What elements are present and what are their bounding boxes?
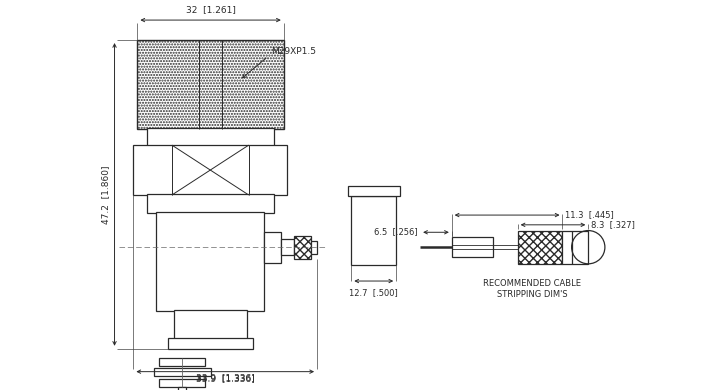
Text: 47.2  [1.860]: 47.2 [1.860]: [101, 165, 110, 224]
Bar: [294, 236, 311, 259]
Text: RECOMMENDED CABLE: RECOMMENDED CABLE: [483, 279, 581, 288]
Bar: [153, 368, 211, 376]
Text: STRIPPING DIM'S: STRIPPING DIM'S: [497, 290, 567, 299]
Bar: [168, 339, 253, 349]
Bar: [147, 194, 274, 213]
Bar: [174, 310, 247, 340]
Text: 33.9  [1.336]: 33.9 [1.336]: [196, 374, 255, 383]
Bar: [178, 386, 186, 390]
Text: 6.5  [.256]: 6.5 [.256]: [374, 227, 418, 236]
Bar: [562, 230, 588, 264]
Text: 32  [1.261]: 32 [1.261]: [186, 5, 235, 14]
Text: 11.3  [.445]: 11.3 [.445]: [564, 211, 613, 220]
Text: 8.3  [.327]: 8.3 [.327]: [590, 220, 634, 229]
Text: 33.9  [1.336]: 33.9 [1.336]: [196, 373, 255, 382]
Bar: [451, 238, 493, 257]
Text: 12.7  [.500]: 12.7 [.500]: [349, 288, 398, 297]
Bar: [518, 230, 562, 264]
Bar: [138, 40, 284, 129]
Bar: [159, 379, 205, 386]
Bar: [351, 196, 396, 265]
Bar: [159, 358, 205, 366]
Bar: [282, 239, 294, 255]
Bar: [348, 186, 400, 196]
Bar: [147, 128, 274, 146]
Text: M29XP1.5: M29XP1.5: [271, 47, 316, 56]
Bar: [264, 232, 282, 263]
Bar: [156, 212, 264, 311]
Bar: [311, 241, 317, 254]
Bar: [133, 145, 287, 195]
